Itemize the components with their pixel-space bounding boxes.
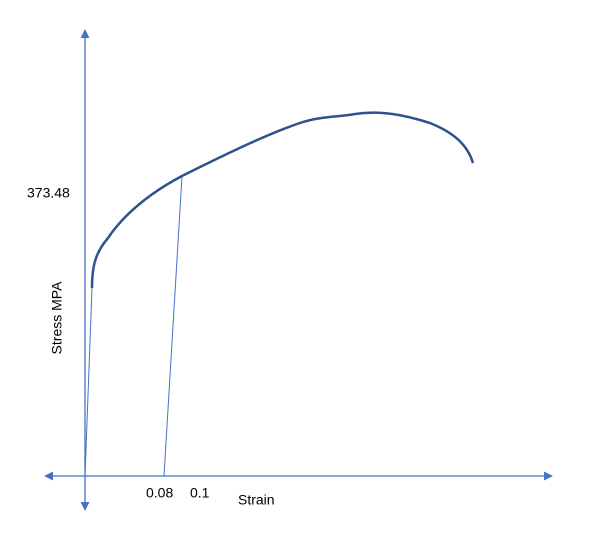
- offset-line: [163, 175, 183, 477]
- stress-strain-curve: [90, 111, 475, 289]
- elastic-line: [84, 287, 93, 477]
- y-axis-label: Stress MPA: [49, 281, 65, 355]
- x-tick-label: 0.08: [146, 485, 173, 501]
- x-tick-label: 0.1: [190, 485, 210, 501]
- y-tick-label: 373.48: [27, 185, 70, 201]
- x-axis-label: Strain: [238, 492, 275, 508]
